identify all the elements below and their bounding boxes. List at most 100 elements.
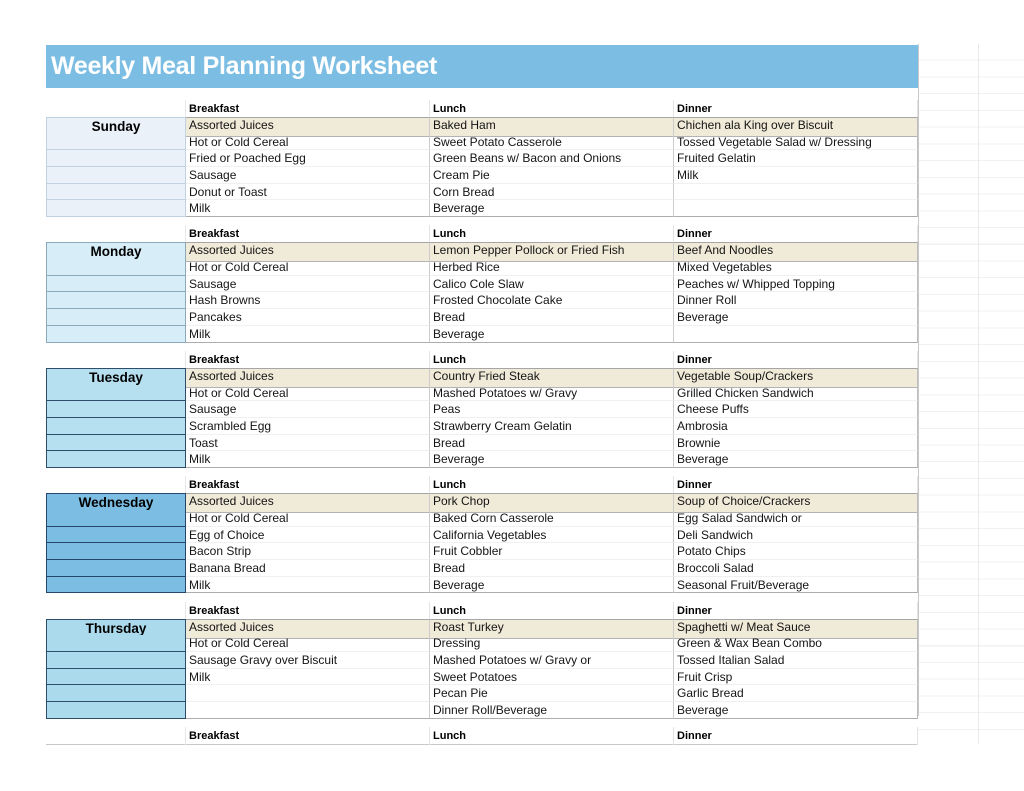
breakfast-cell[interactable]: Milk bbox=[186, 325, 430, 343]
breakfast-cell[interactable]: Pancakes bbox=[186, 309, 430, 326]
lunch-cell[interactable]: Pork Chop bbox=[430, 493, 674, 514]
dinner-cell[interactable] bbox=[674, 325, 918, 343]
lunch-cell[interactable]: Green Beans w/ Bacon and Onions bbox=[430, 150, 674, 168]
day-cell[interactable] bbox=[46, 150, 186, 168]
breakfast-cell[interactable]: Sausage Gravy over Biscuit bbox=[186, 652, 430, 669]
breakfast-cell[interactable]: Assorted Juices bbox=[186, 117, 430, 137]
day-cell[interactable] bbox=[46, 183, 186, 201]
breakfast-cell[interactable]: Assorted Juices bbox=[186, 493, 430, 514]
dinner-cell[interactable]: Deli Sandwich bbox=[674, 526, 918, 544]
breakfast-cell[interactable]: Hash Browns bbox=[186, 292, 430, 310]
lunch-cell[interactable]: Beverage bbox=[430, 451, 674, 468]
column-header-dinner[interactable]: Dinner bbox=[674, 350, 918, 369]
dinner-cell[interactable]: Fruit Crisp bbox=[674, 668, 918, 686]
lunch-cell[interactable]: Country Fried Steak bbox=[430, 367, 674, 388]
lunch-cell[interactable]: Dinner Roll/Beverage bbox=[430, 702, 674, 719]
dinner-cell[interactable]: Peaches w/ Whipped Topping bbox=[674, 275, 918, 293]
dinner-cell[interactable]: Potato Chips bbox=[674, 543, 918, 561]
lunch-cell[interactable]: Dressing bbox=[430, 635, 674, 653]
dinner-cell[interactable]: Vegetable Soup/Crackers bbox=[674, 367, 918, 388]
day-cell[interactable] bbox=[46, 309, 186, 326]
day-cell[interactable] bbox=[46, 259, 186, 276]
day-cell[interactable] bbox=[46, 434, 186, 452]
day-cell[interactable] bbox=[46, 526, 186, 544]
breakfast-cell[interactable]: Milk bbox=[186, 576, 430, 594]
dinner-cell[interactable]: Green & Wax Bean Combo bbox=[674, 635, 918, 653]
lunch-cell[interactable]: Lemon Pepper Pollock or Fried Fish bbox=[430, 242, 674, 263]
dinner-cell[interactable]: Spaghetti w/ Meat Sauce bbox=[674, 618, 918, 639]
lunch-cell[interactable]: Bread bbox=[430, 434, 674, 452]
day-cell[interactable] bbox=[46, 509, 186, 527]
dinner-cell[interactable]: Milk bbox=[674, 167, 918, 184]
breakfast-cell[interactable]: Assorted Juices bbox=[186, 367, 430, 388]
dinner-cell[interactable]: Mixed Vegetables bbox=[674, 259, 918, 276]
lunch-cell[interactable]: Beverage bbox=[430, 325, 674, 343]
day-cell[interactable] bbox=[46, 635, 186, 653]
breakfast-cell[interactable]: Bacon Strip bbox=[186, 543, 430, 561]
day-cell[interactable] bbox=[46, 167, 186, 184]
dinner-cell[interactable]: Grilled Chicken Sandwich bbox=[674, 384, 918, 402]
breakfast-cell[interactable]: Milk bbox=[186, 451, 430, 468]
dinner-cell[interactable]: Broccoli Salad bbox=[674, 560, 918, 577]
dinner-cell[interactable]: Tossed Vegetable Salad w/ Dressing bbox=[674, 133, 918, 151]
lunch-cell[interactable]: Baked Corn Casserole bbox=[430, 509, 674, 527]
breakfast-cell[interactable]: Hot or Cold Cereal bbox=[186, 635, 430, 653]
dinner-cell[interactable]: Chichen ala King over Biscuit bbox=[674, 117, 918, 137]
column-header-breakfast[interactable]: Breakfast bbox=[186, 727, 430, 746]
day-cell[interactable] bbox=[46, 702, 186, 719]
day-cell[interactable] bbox=[46, 292, 186, 310]
breakfast-cell[interactable]: Scrambled Egg bbox=[186, 417, 430, 435]
column-header-lunch[interactable]: Lunch bbox=[430, 100, 674, 118]
dinner-cell[interactable]: Garlic Bread bbox=[674, 685, 918, 703]
day-cell[interactable] bbox=[46, 275, 186, 293]
lunch-cell[interactable]: Roast Turkey bbox=[430, 618, 674, 639]
day-cell[interactable] bbox=[46, 325, 186, 343]
column-header-breakfast[interactable]: Breakfast bbox=[186, 476, 430, 495]
dinner-cell[interactable]: Soup of Choice/Crackers bbox=[674, 493, 918, 514]
breakfast-cell[interactable]: Hot or Cold Cereal bbox=[186, 509, 430, 527]
lunch-cell[interactable]: Baked Ham bbox=[430, 117, 674, 137]
day-cell[interactable] bbox=[46, 543, 186, 561]
breakfast-cell[interactable]: Hot or Cold Cereal bbox=[186, 259, 430, 276]
breakfast-cell[interactable]: Assorted Juices bbox=[186, 618, 430, 639]
worksheet-title-bar[interactable]: Weekly Meal Planning Worksheet bbox=[46, 45, 918, 88]
column-header-dinner[interactable]: Dinner bbox=[674, 476, 918, 495]
dinner-cell[interactable]: Cheese Puffs bbox=[674, 401, 918, 418]
column-header-lunch[interactable]: Lunch bbox=[430, 225, 674, 244]
day-cell[interactable] bbox=[46, 576, 186, 594]
breakfast-cell[interactable]: Toast bbox=[186, 434, 430, 452]
dinner-cell[interactable]: Beverage bbox=[674, 702, 918, 719]
dinner-cell[interactable]: Brownie bbox=[674, 434, 918, 452]
column-header-breakfast[interactable]: Breakfast bbox=[186, 601, 430, 620]
breakfast-cell[interactable]: Hot or Cold Cereal bbox=[186, 384, 430, 402]
lunch-cell[interactable]: Strawberry Cream Gelatin bbox=[430, 417, 674, 435]
breakfast-cell[interactable]: Donut or Toast bbox=[186, 183, 430, 201]
lunch-cell[interactable]: Peas bbox=[430, 401, 674, 418]
breakfast-cell[interactable]: Hot or Cold Cereal bbox=[186, 133, 430, 151]
lunch-cell[interactable]: Calico Cole Slaw bbox=[430, 275, 674, 293]
day-cell[interactable] bbox=[46, 133, 186, 151]
lunch-cell[interactable]: Herbed Rice bbox=[430, 259, 674, 276]
column-header-lunch[interactable]: Lunch bbox=[430, 727, 674, 746]
dinner-cell[interactable] bbox=[674, 183, 918, 201]
breakfast-cell[interactable]: Milk bbox=[186, 200, 430, 218]
dinner-cell[interactable]: Beverage bbox=[674, 451, 918, 468]
breakfast-cell[interactable]: Milk bbox=[186, 668, 430, 686]
dinner-cell[interactable] bbox=[674, 200, 918, 218]
day-cell[interactable] bbox=[46, 417, 186, 435]
lunch-cell[interactable]: Mashed Potatoes w/ Gravy or bbox=[430, 652, 674, 669]
dinner-cell[interactable]: Dinner Roll bbox=[674, 292, 918, 310]
lunch-cell[interactable]: Sweet Potato Casserole bbox=[430, 133, 674, 151]
breakfast-cell[interactable]: Sausage bbox=[186, 167, 430, 184]
lunch-cell[interactable]: Beverage bbox=[430, 576, 674, 594]
lunch-cell[interactable]: Bread bbox=[430, 560, 674, 577]
column-header-lunch[interactable]: Lunch bbox=[430, 476, 674, 495]
lunch-cell[interactable]: Cream Pie bbox=[430, 167, 674, 184]
dinner-cell[interactable]: Tossed Italian Salad bbox=[674, 652, 918, 669]
lunch-cell[interactable]: Bread bbox=[430, 309, 674, 326]
lunch-cell[interactable]: Frosted Chocolate Cake bbox=[430, 292, 674, 310]
lunch-cell[interactable]: California Vegetables bbox=[430, 526, 674, 544]
dinner-cell[interactable]: Fruited Gelatin bbox=[674, 150, 918, 168]
day-cell[interactable] bbox=[46, 384, 186, 402]
dinner-cell[interactable]: Ambrosia bbox=[674, 417, 918, 435]
